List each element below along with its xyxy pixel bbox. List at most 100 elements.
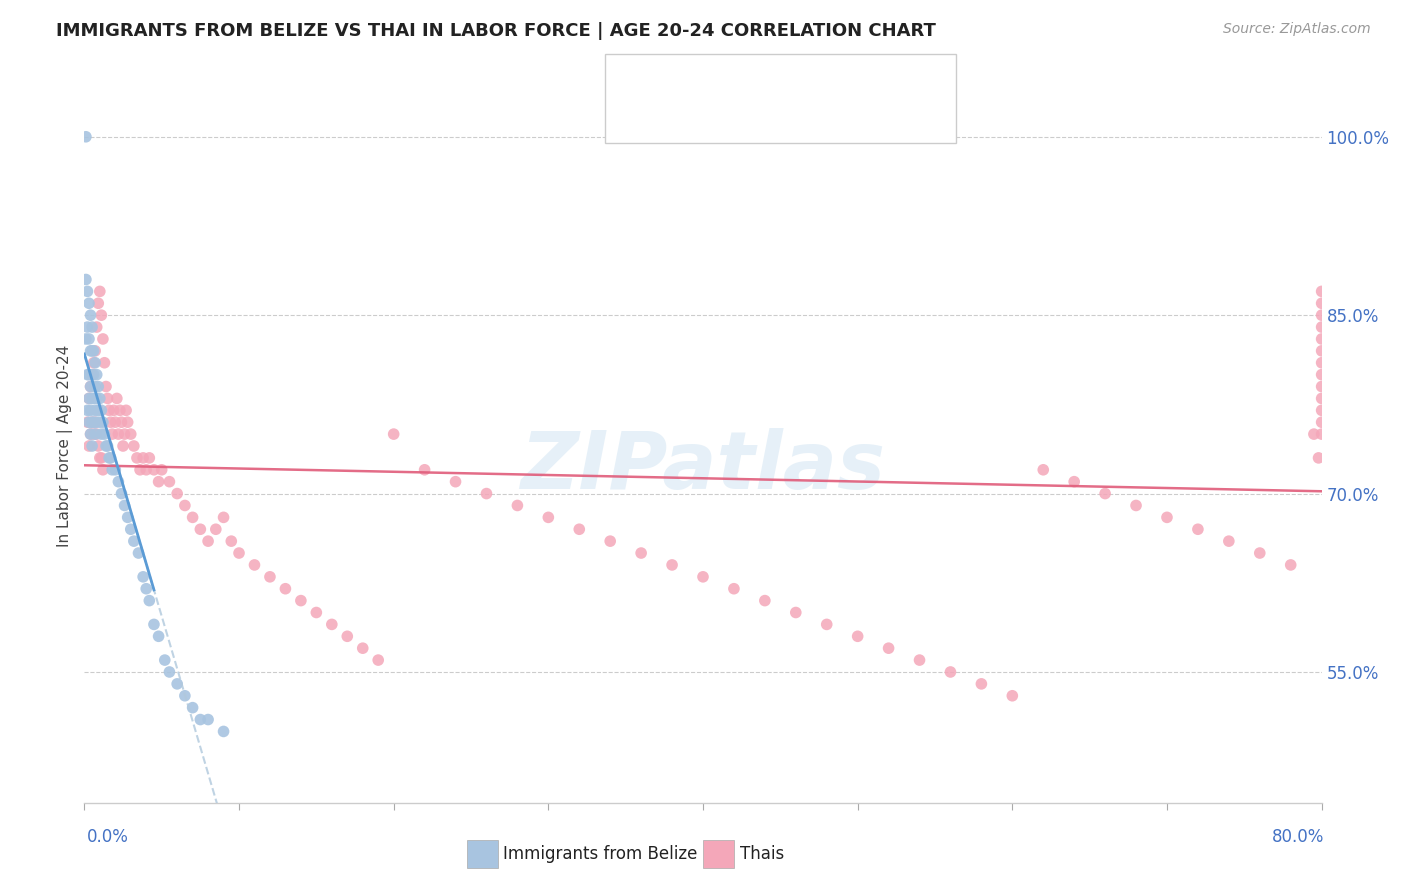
Bar	[628, 103, 661, 130]
Point	[94, 439, 117, 453]
Point	[94, 379, 117, 393]
Point	[1249, 546, 1271, 560]
Point	[1094, 486, 1116, 500]
Point	[82, 368, 104, 382]
Point	[599, 534, 621, 549]
Point	[877, 641, 900, 656]
Text: ZIPatlas: ZIPatlas	[520, 428, 886, 507]
Point	[138, 593, 160, 607]
Point	[1310, 379, 1333, 393]
Point	[86, 320, 108, 334]
Text: IMMIGRANTS FROM BELIZE VS THAI IN LABOR FORCE | AGE 20-24 CORRELATION CHART: IMMIGRANTS FROM BELIZE VS THAI IN LABOR …	[56, 22, 936, 40]
Point	[1310, 368, 1333, 382]
Point	[568, 522, 591, 536]
Point	[125, 450, 148, 465]
Point	[90, 308, 112, 322]
Text: Thais: Thais	[740, 845, 783, 863]
Point	[100, 450, 122, 465]
Point	[120, 427, 142, 442]
Point	[82, 320, 104, 334]
Point	[174, 499, 197, 513]
Point	[79, 379, 101, 393]
Point	[1063, 475, 1085, 489]
Point	[1310, 285, 1333, 299]
Point	[117, 415, 139, 429]
Point	[1156, 510, 1178, 524]
Point	[723, 582, 745, 596]
Point	[115, 403, 138, 417]
Point	[83, 343, 105, 358]
Point	[367, 653, 389, 667]
Point	[1310, 332, 1333, 346]
Point	[846, 629, 869, 643]
Point	[1310, 320, 1333, 334]
Point	[76, 368, 98, 382]
Point	[939, 665, 962, 679]
Point	[90, 427, 112, 442]
Point	[89, 415, 111, 429]
Point	[537, 510, 560, 524]
Point	[135, 463, 157, 477]
Point	[1187, 522, 1209, 536]
Point	[630, 546, 652, 560]
Point	[110, 415, 132, 429]
Point	[305, 606, 328, 620]
Point	[1310, 343, 1333, 358]
Point	[1310, 427, 1333, 442]
Point	[132, 570, 155, 584]
Point	[166, 486, 188, 500]
Point	[159, 665, 180, 679]
Point	[79, 379, 101, 393]
Point	[77, 392, 100, 406]
Point	[84, 427, 107, 442]
Point	[290, 593, 312, 607]
Point	[98, 403, 121, 417]
Point	[212, 510, 235, 524]
Point	[114, 499, 136, 513]
Text: 80.0%: 80.0%	[1272, 828, 1324, 846]
Point	[86, 368, 108, 382]
Point	[197, 534, 219, 549]
Point	[129, 463, 152, 477]
Text: N = 111: N = 111	[813, 108, 887, 126]
Point	[122, 534, 145, 549]
Point	[77, 332, 100, 346]
Point	[114, 427, 136, 442]
Point	[352, 641, 374, 656]
Text: N = 68: N = 68	[813, 70, 876, 88]
Point	[188, 713, 211, 727]
Point	[89, 392, 111, 406]
Point	[79, 403, 101, 417]
Point	[101, 463, 124, 477]
Point	[117, 510, 139, 524]
Point	[91, 463, 114, 477]
Point	[815, 617, 838, 632]
Point	[1310, 356, 1333, 370]
Point	[475, 486, 498, 500]
Point	[1310, 296, 1333, 310]
Point	[79, 427, 101, 442]
Point	[75, 272, 97, 286]
Point	[77, 439, 100, 453]
Point	[205, 522, 228, 536]
Point	[908, 653, 931, 667]
Point	[1218, 534, 1240, 549]
Point	[84, 356, 107, 370]
Point	[79, 308, 101, 322]
Text: R =  0.209: R = 0.209	[671, 70, 766, 88]
Point	[108, 403, 131, 417]
Point	[1032, 463, 1054, 477]
Point	[444, 475, 467, 489]
Point	[82, 439, 104, 453]
Point	[76, 285, 98, 299]
Point	[148, 475, 170, 489]
Point	[181, 700, 204, 714]
Text: R = -0.016: R = -0.016	[671, 108, 766, 126]
Point	[1125, 499, 1147, 513]
Point	[754, 593, 776, 607]
Point	[143, 617, 166, 632]
Point	[413, 463, 436, 477]
Text: Immigrants from Belize: Immigrants from Belize	[503, 845, 697, 863]
Point	[98, 450, 121, 465]
Point	[259, 570, 281, 584]
